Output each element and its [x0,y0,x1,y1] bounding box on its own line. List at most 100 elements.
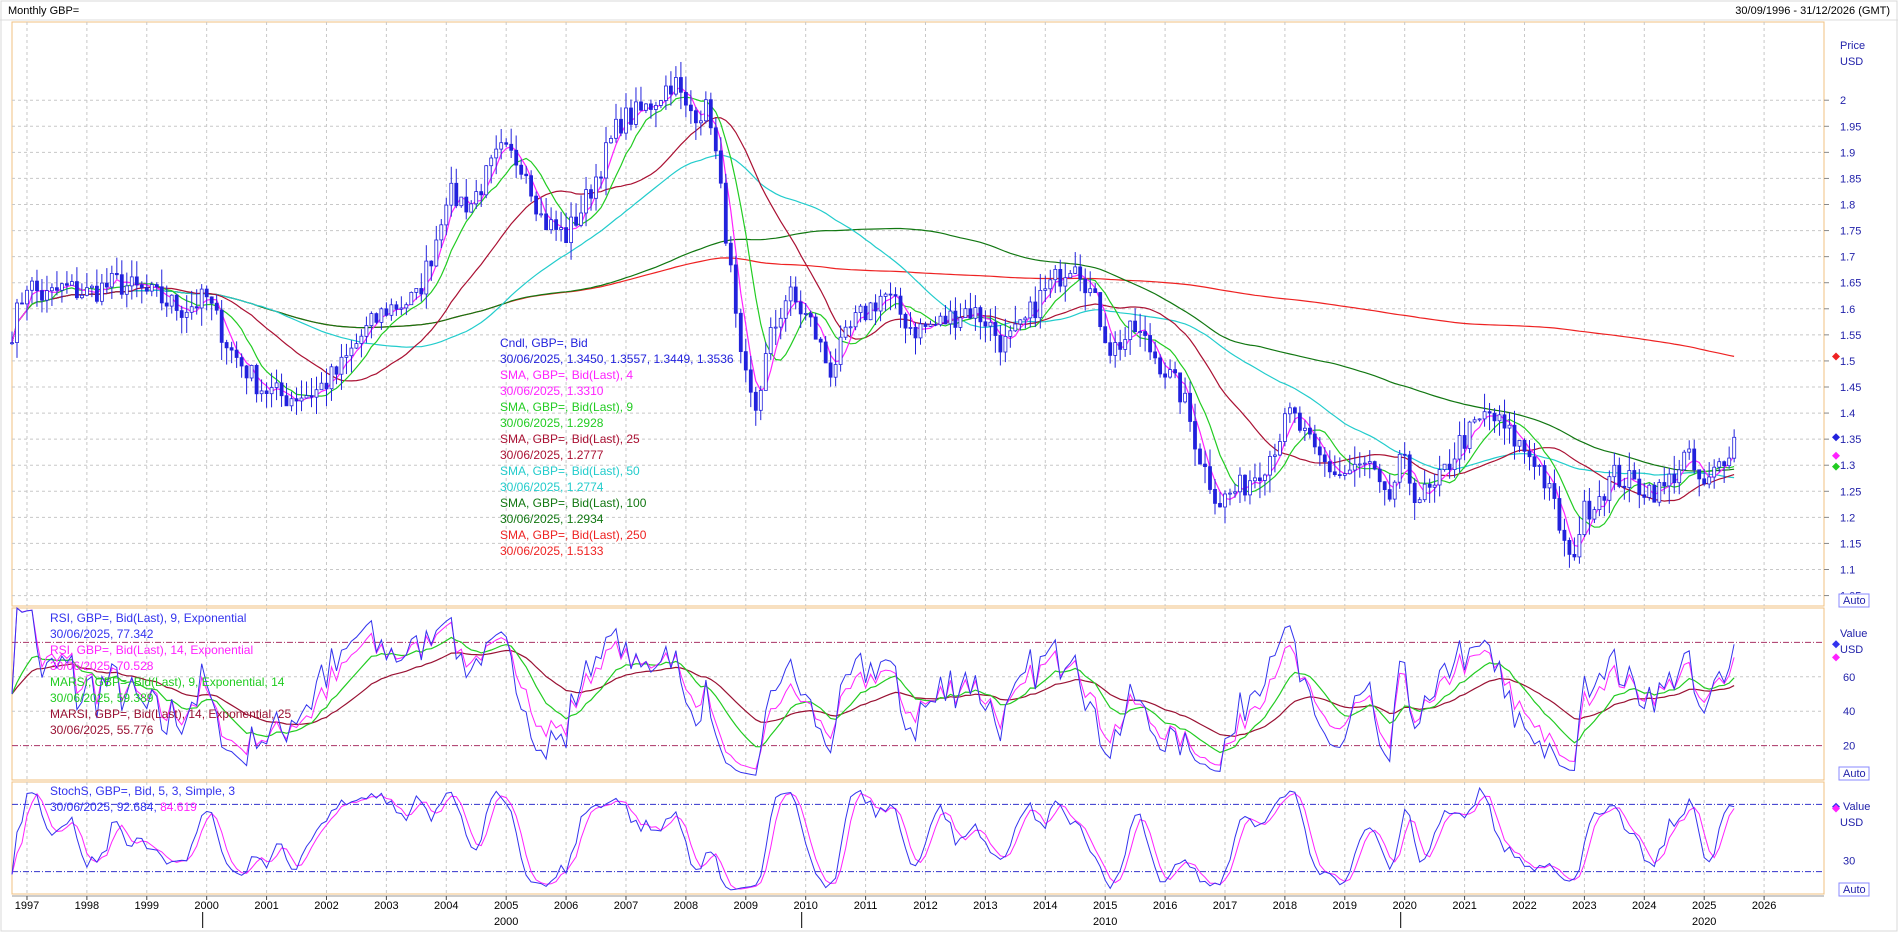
candle-body [1063,277,1068,287]
candle-body [888,293,893,296]
candle-body [853,312,858,328]
stoch-legend-prefix: 30/06/2025, [50,800,117,814]
candle-body [1258,477,1262,481]
candle-body [1397,453,1402,483]
sma4-marker [1832,451,1840,460]
price-legend-label: SMA, GBP=, Bid(Last), 100 [500,496,647,510]
candle-body [1377,468,1382,483]
candle-body [669,85,673,95]
candle-body [1003,335,1008,353]
candle-body [449,182,454,206]
candle-body [1098,292,1103,327]
candle-body [279,382,284,397]
candle-body [1477,418,1482,421]
stoch-panel-frame [11,781,1825,895]
candle-body [873,302,878,312]
price-legend-label: SMA, GBP=, Bid(Last), 9 [500,400,633,414]
stoch-auto-button[interactable]: Auto [1843,884,1866,896]
candle-body [1367,461,1372,464]
candle-body [139,284,144,289]
candle-body [194,306,199,309]
price-auto-box[interactable] [1838,593,1870,608]
price-auto-button[interactable]: Auto [1843,595,1866,607]
date-range: 30/09/1996 - 31/12/2026 (GMT) [1735,5,1890,17]
candle-body [169,294,174,307]
candle-body [1652,484,1657,503]
candle-body [474,191,479,205]
price-tick-label: 1.75 [1840,226,1861,238]
candle-body [1462,435,1467,449]
price-tick-label: 1.25 [1840,486,1861,498]
candle-body [264,390,269,394]
candle-body [25,289,29,305]
candle-body [549,219,553,231]
price-axis-currency: USD [1840,56,1863,68]
candle-body [459,196,464,207]
candle-body [1243,474,1247,496]
price-legend-value: 30/06/2025, 1.2774 [500,480,604,494]
candle-body [524,173,529,177]
stoch-axis-currency: USD [1840,817,1863,829]
candle-body [699,120,703,124]
candle-body [299,397,304,402]
candle-body [718,150,723,184]
candle-body [1697,469,1702,480]
year-label: 2024 [1632,900,1656,912]
candle-body [1128,320,1133,340]
price-panel[interactable] [10,21,1825,607]
candle-body [878,295,883,312]
candle-body [70,281,74,286]
candle-body [1632,470,1637,480]
year-label: 2005 [494,900,518,912]
stoch-auto-box[interactable] [1838,882,1870,897]
price-tick-label: 1.1 [1840,565,1855,577]
rsi-axis-title: Value [1840,628,1867,640]
candle-body [564,227,568,244]
candle-body [354,343,359,349]
price-tick-label: 1.65 [1840,278,1861,290]
price-legend-value: 30/06/2025, 1.5133 [500,544,604,558]
candle-body [219,309,224,343]
rsi-tick-labels: 60 40 20 [1843,672,1855,753]
candle-body [1662,482,1667,487]
candle-body [20,302,24,305]
candle-body [344,355,349,358]
candle-body [1332,471,1337,475]
candle-body [1327,461,1332,473]
candle-body [659,100,663,106]
sma-4-line [11,86,1735,548]
candle-body [374,313,379,323]
rsi-auto-box[interactable] [1838,766,1870,781]
year-label: 2011 [854,900,878,912]
price-legend-value: 30/06/2025, 1.2934 [500,512,604,526]
candle-body [429,260,434,267]
candle-body [439,224,444,241]
rsi-legend-label: RSI, GBP=, Bid(Last), 9, Exponential [50,611,246,625]
candle-body [908,326,913,329]
candle-body [1412,482,1417,504]
candle-body [1168,369,1172,378]
candle-body [1567,540,1572,555]
candle-body [1692,448,1697,471]
candle-body [189,306,194,313]
candle-body [399,307,404,310]
candle-body [1372,461,1377,470]
candle-body [1088,288,1093,294]
candle-body [229,347,234,351]
candle-body [394,304,399,310]
candle-body [584,189,588,214]
rsi-auto-button[interactable]: Auto [1843,768,1866,780]
rsi-panel[interactable] [11,606,1825,781]
candle-body [544,213,548,231]
candle-body [254,364,259,395]
candle-body [1622,485,1627,488]
sma9-marker [1832,462,1840,471]
price-legend-value: 30/06/2025, 1.3310 [500,384,604,398]
candle-body [1427,483,1432,488]
candle-body [1657,482,1662,503]
stoch-panel[interactable] [11,781,1825,895]
candle-body [1278,441,1282,456]
candle-body [893,294,898,297]
candle-body [708,99,713,129]
